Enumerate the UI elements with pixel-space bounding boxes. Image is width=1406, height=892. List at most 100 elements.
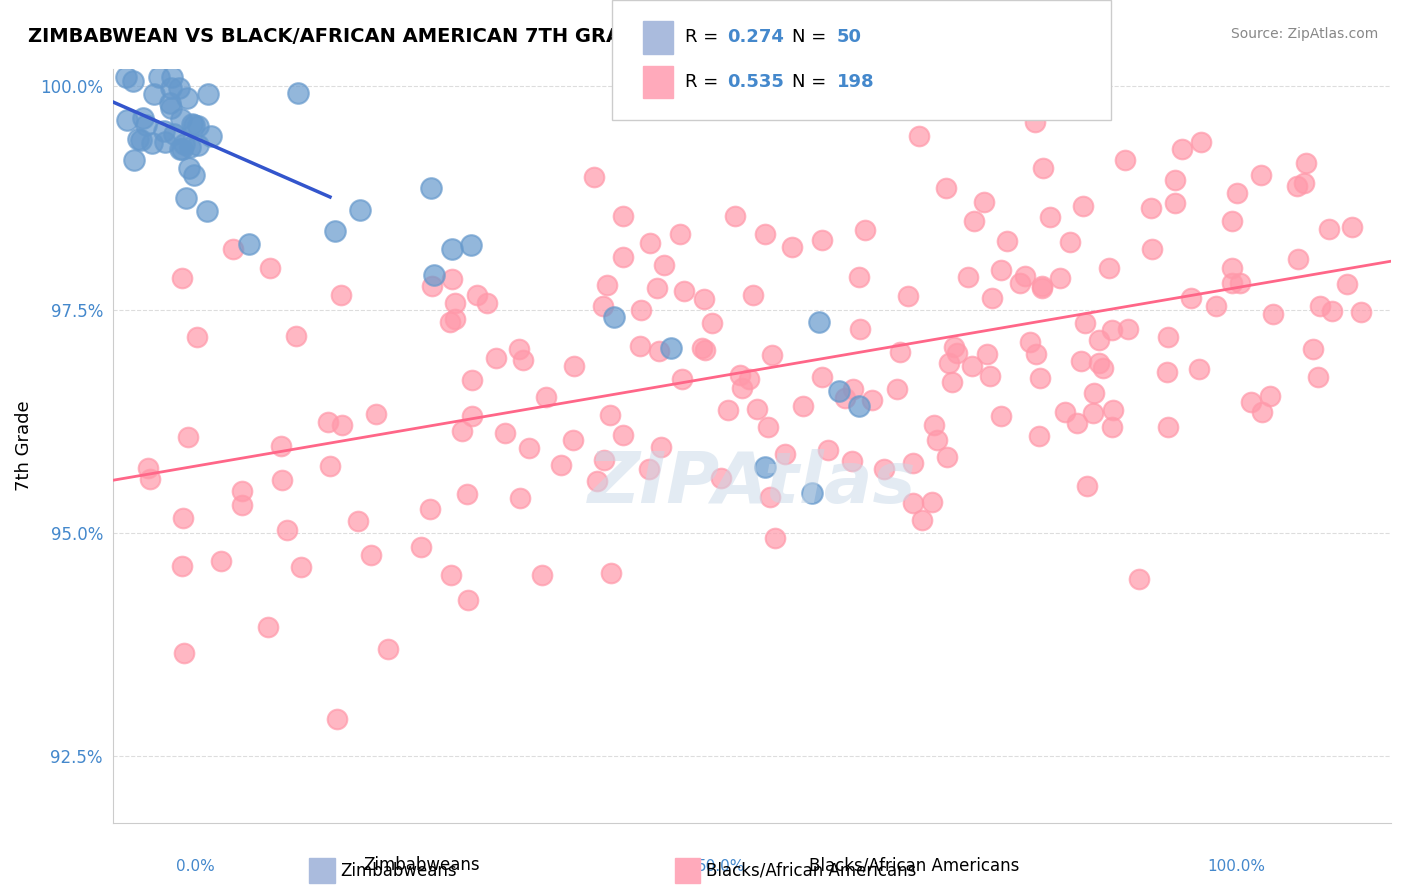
Point [938,356,960,370]
Point [630,302,652,317]
Point [186,119,208,133]
Point [935,181,957,195]
Point [1066,416,1088,430]
Point [842,382,865,396]
Point [423,268,446,282]
Point [1220,277,1243,291]
Point [531,567,554,582]
Point [1157,420,1180,434]
Point [1258,388,1281,402]
Point [724,209,747,223]
Point [465,288,488,302]
Point [1302,342,1324,356]
Point [1091,361,1114,376]
Point [817,443,839,458]
Text: 100.0%: 100.0% [1208,859,1265,874]
Point [728,368,751,382]
Point [441,243,464,257]
Point [172,271,194,285]
Point [1028,429,1050,443]
Point [1317,221,1340,235]
Point [792,400,814,414]
Point [231,498,253,512]
Point [259,260,281,275]
Point [330,417,353,432]
Point [534,390,557,404]
Point [153,124,176,138]
Point [173,136,195,151]
Point [702,316,724,330]
Point [1180,292,1202,306]
Point [330,287,353,301]
Text: 0.535: 0.535 [727,73,783,91]
Point [460,238,482,252]
Point [901,456,924,470]
Point [645,280,668,294]
Point [160,101,183,115]
Point [1114,153,1136,167]
Point [1188,362,1211,376]
Point [1024,115,1046,129]
Text: N =: N = [792,29,831,46]
Point [173,646,195,660]
Point [873,462,896,476]
Text: 0.274: 0.274 [727,29,783,46]
Point [1286,178,1309,193]
Point [1341,220,1364,235]
Point [995,234,1018,248]
Point [908,129,931,144]
Point [780,240,803,254]
Point [1070,354,1092,368]
Point [290,560,312,574]
Point [990,262,1012,277]
Point [1164,173,1187,187]
Point [346,514,368,528]
Point [603,310,626,325]
Point [990,409,1012,424]
Point [980,291,1002,305]
Point [276,523,298,537]
Point [1140,201,1163,215]
Point [186,330,208,344]
Point [122,153,145,167]
Point [853,223,876,237]
Point [1073,199,1095,213]
Point [1031,161,1053,175]
Point [936,450,959,465]
Point [889,344,911,359]
Point [1295,156,1317,170]
Point [1157,330,1180,344]
Point [509,491,531,505]
Point [1205,298,1227,312]
Point [439,315,461,329]
Point [710,471,733,485]
Point [1101,420,1123,434]
Point [512,353,534,368]
Point [600,566,623,580]
Point [963,214,986,228]
Point [132,112,155,126]
Point [946,346,969,360]
Point [1088,334,1111,348]
Point [270,439,292,453]
Point [1039,210,1062,224]
Point [1292,177,1315,191]
Point [848,269,870,284]
Text: R =: R = [685,29,724,46]
Point [1140,242,1163,256]
Point [612,209,634,223]
Point [1309,299,1331,313]
Point [717,402,740,417]
Text: 0.0%: 0.0% [176,859,215,874]
Point [693,292,716,306]
Point [181,117,204,131]
Point [583,169,606,184]
Text: Source: ZipAtlas.com: Source: ZipAtlas.com [1230,27,1378,41]
Point [172,511,194,525]
Point [671,371,693,385]
Point [443,296,465,310]
Point [848,400,870,414]
Point [114,70,136,85]
Point [1098,261,1121,276]
Point [901,496,924,510]
